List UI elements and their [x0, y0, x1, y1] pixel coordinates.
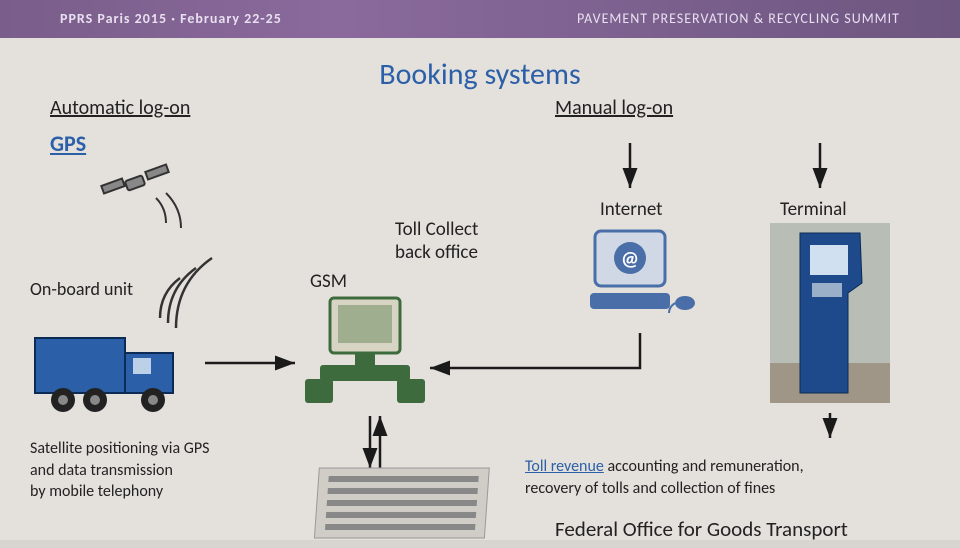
- caption-revenue-link: Toll revenue: [525, 457, 604, 476]
- banner-left-text: PPRS Paris 2015 · February 22-25: [60, 10, 282, 27]
- caption-revenue: Toll revenue accounting and remuneration…: [525, 456, 804, 499]
- caption-satellite: Satellite positioning via GPS and data t…: [30, 438, 209, 503]
- banner-right-text: Pavement Preservation & Recycling Summit: [577, 10, 900, 27]
- heading-federal: Federal Office for Goods Transport: [555, 516, 848, 542]
- caption-satellite-l3: by mobile telephony: [30, 481, 209, 503]
- caption-satellite-l1: Satellite positioning via GPS: [30, 438, 209, 460]
- federal-building-icon: [300, 458, 520, 548]
- caption-revenue-rest1: accounting and remuneration,: [604, 457, 804, 476]
- caption-revenue-rest2: recovery of tolls and collection of fine…: [525, 478, 804, 500]
- caption-satellite-l2: and data transmission: [30, 460, 209, 482]
- slide-body: Booking systems Automatic log-on Manual …: [0, 38, 960, 540]
- conference-banner: PPRS Paris 2015 · February 22-25 Pavemen…: [0, 0, 960, 38]
